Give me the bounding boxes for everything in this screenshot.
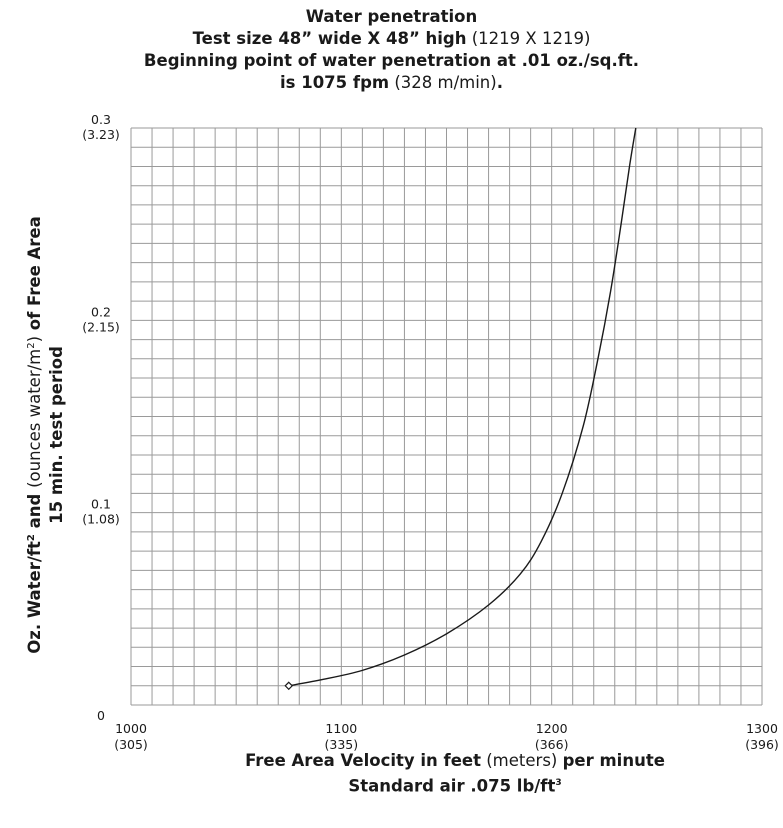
x-tick-label: 1200: [536, 721, 568, 736]
start-point-marker: [284, 681, 294, 691]
series-group: [284, 127, 637, 691]
title-line-4: is 1075 fpm (328 m/min).: [0, 72, 783, 94]
y-axis-label-line-1: Oz. Water/ft2 and (ounces water/m2) of F…: [25, 216, 44, 654]
x-label-normal: (meters): [486, 751, 558, 770]
x-tick-label: 1000: [115, 721, 147, 736]
y-tick-label: 0: [97, 708, 105, 723]
x-tick-label-metric: (335): [325, 737, 359, 752]
title-line-1: Water penetration: [305, 7, 478, 26]
y-axis-label-line-2: 15 min. test period: [47, 346, 66, 524]
title-line-4-normal: (328 m/min): [394, 73, 497, 92]
x-label-bold-b: per minute: [562, 751, 665, 770]
y-tick-labels: 0 0.1(1.08) 0.2(2.15) 0.3(3.23): [82, 112, 120, 723]
y-tick-label-metric: (2.15): [82, 319, 120, 334]
x-tick-label: 1100: [325, 721, 357, 736]
grid: [130, 127, 763, 706]
y-tick-label: 0.2: [91, 304, 111, 319]
y-tick-label-metric: (3.23): [82, 127, 120, 142]
chart-title: Water penetration Test size 48” wide X 4…: [0, 6, 783, 94]
series-line: [288, 127, 637, 687]
x-tick-label-metric: (305): [114, 737, 148, 752]
x-label-bold-a: Free Area Velocity in feet: [245, 751, 481, 770]
x-label-line-2-sup: 3: [555, 778, 562, 788]
x-axis-label-line-2: Standard air .075 lb/ft3: [0, 772, 783, 798]
title-line-2-normal: (1219 X 1219): [471, 29, 591, 48]
title-line-2: Test size 48” wide X 48” high (1219 X 12…: [0, 28, 783, 50]
title-line-4-bold: is 1075 fpm: [280, 73, 390, 92]
title-line-3: Beginning point of water penetration at …: [143, 51, 640, 70]
y-tick-label: 0.1: [91, 497, 111, 512]
x-axis-label: Free Area Velocity in feet (meters) per …: [0, 750, 783, 798]
x-tick-label-metric: (396): [745, 737, 779, 752]
title-line-4-end: .: [496, 73, 503, 92]
x-tick-labels: 1000(305) 1100(335) 1200(366) 1300(396): [114, 721, 779, 752]
title-line-2-bold: Test size 48” wide X 48” high: [192, 29, 467, 48]
y-tick-label-metric: (1.08): [82, 512, 120, 527]
x-tick-label-metric: (366): [535, 737, 569, 752]
x-tick-label: 1300: [746, 721, 778, 736]
x-label-line-2-text: Standard air .075 lb/ft: [348, 776, 556, 796]
y-tick-label: 0.3: [91, 112, 111, 127]
x-axis-label-line-1: Free Area Velocity in feet (meters) per …: [0, 750, 783, 772]
